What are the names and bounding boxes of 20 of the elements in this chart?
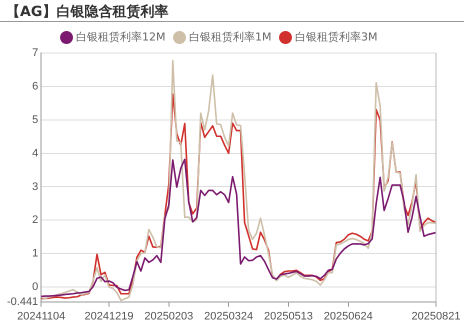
legend-label: 白银租赁利率12M xyxy=(76,30,166,44)
x-tick-label: 20241104 xyxy=(17,310,66,322)
y-tick-label: 3 xyxy=(32,180,38,193)
y-tick-label: 4 xyxy=(32,147,38,160)
x-tick-label: 20250821 xyxy=(412,310,460,322)
y-tick-label: -0.441 xyxy=(6,296,38,308)
y-tick-label: 0 xyxy=(32,281,38,294)
legend-label: 白银租赁利率3M xyxy=(294,30,378,44)
y-tick-label: 5 xyxy=(32,114,38,126)
legend-label: 白银租赁利率1M xyxy=(189,30,272,44)
x-tick-label: 20250624 xyxy=(324,310,373,322)
chart-title: 【AG】白银隐含租赁利率 xyxy=(6,3,168,21)
x-tick-label: 20250203 xyxy=(144,310,194,322)
y-tick-label: 6 xyxy=(32,80,38,92)
x-tick-label: 20250324 xyxy=(204,310,254,322)
y-tick-label: 1 xyxy=(32,248,38,260)
y-tick-label: 7 xyxy=(32,47,38,60)
y-tick-label: 2 xyxy=(32,214,38,226)
x-tick-label: 20241219 xyxy=(84,310,134,322)
x-tick-label: 20250513 xyxy=(264,310,313,322)
